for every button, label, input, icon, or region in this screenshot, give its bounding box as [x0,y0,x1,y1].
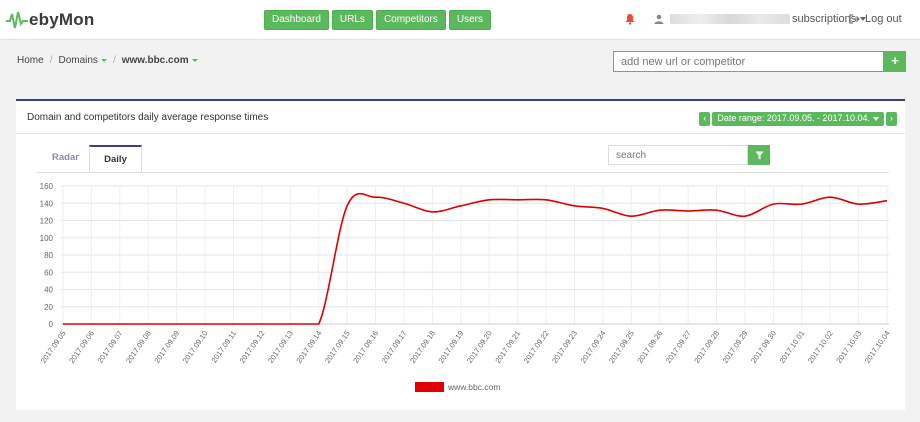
x-tick-label: 2017.09.27 [664,329,693,365]
x-tick-label: 2017.09.18 [408,329,437,365]
x-tick-label: 2017.09.10 [181,329,210,365]
breadcrumb-home[interactable]: Home [17,55,44,66]
y-tick-label: 20 [44,303,53,312]
main-nav: Dashboard URLs Competitors Users [264,10,491,30]
date-range-dropdown[interactable]: Date range: 2017.09.05. - 2017.10.04. [712,112,884,126]
add-url-input[interactable] [613,51,884,72]
date-range-label: Date range: 2017.09.05. - 2017.10.04. [717,113,870,123]
y-tick-label: 160 [40,182,54,191]
date-range-control: ‹ Date range: 2017.09.05. - 2017.10.04. … [699,112,897,126]
breadcrumb-separator: / [49,55,53,66]
x-tick-label: 2017.09.24 [579,329,608,365]
x-tick-label: 2017.09.07 [96,329,125,365]
x-tick-label: 2017.09.30 [749,329,778,365]
filter-button[interactable] [748,145,770,165]
x-tick-label: 2017.09.28 [692,329,721,365]
search-input[interactable] [608,145,748,165]
breadcrumb: Home / Domains / www.bbc.com [17,55,198,66]
x-tick-label: 2017.09.06 [67,329,96,365]
user-icon [654,14,664,24]
y-tick-label: 80 [44,251,53,260]
top-navbar: ebyMon Dashboard URLs Competitors Users … [0,0,920,40]
panel-title: Domain and competitors daily average res… [27,112,269,123]
heartbeat-logo-icon [6,11,28,29]
user-email-redacted [670,14,790,24]
logout-link[interactable]: Log out [849,13,902,25]
breadcrumb-domains-label: Domains [58,55,98,66]
x-tick-label: 2017.10.04 [863,329,892,365]
y-tick-label: 140 [40,199,54,208]
chevron-down-icon [100,58,107,62]
x-tick-label: 2017.10.03 [834,329,863,365]
x-tick-label: 2017.09.16 [351,329,380,365]
legend-label: www.bbc.com [448,382,501,392]
nav-dashboard-button[interactable]: Dashboard [264,10,329,30]
x-tick-label: 2017.09.22 [522,329,551,365]
panel-header: Domain and competitors daily average res… [16,101,905,134]
add-url-button[interactable]: + [884,51,906,72]
breadcrumb-current[interactable]: www.bbc.com [122,55,198,66]
x-tick-label: 2017.09.13 [266,329,295,365]
x-tick-label: 2017.09.08 [124,329,153,365]
logo[interactable]: ebyMon [6,8,94,32]
x-tick-label: 2017.09.21 [493,329,522,365]
x-tick-label: 2017.09.12 [238,329,267,365]
tabs-divider [36,172,889,173]
x-tick-label: 2017.09.14 [294,329,323,365]
logout-icon [849,14,860,24]
x-tick-label: 2017.09.19 [437,329,466,365]
user-menu-label: subscriptions [792,13,857,25]
x-tick-label: 2017.10.01 [777,329,806,365]
x-tick-label: 2017.09.05 [39,329,68,365]
y-tick-label: 0 [49,320,54,329]
y-tick-label: 120 [40,217,54,226]
series-line-www-bbc-com [62,192,888,325]
y-tick-label: 100 [40,234,54,243]
chart-legend[interactable]: www.bbc.com [415,382,500,392]
x-tick-label: 2017.09.09 [152,329,181,365]
response-times-panel: Domain and competitors daily average res… [16,99,905,410]
logo-text: ebyMon [29,10,95,29]
legend-swatch [415,382,444,392]
breadcrumb-current-label: www.bbc.com [121,55,189,66]
x-tick-label: 2017.09.15 [323,329,352,365]
chart-tabs: Radar Daily [42,145,142,172]
x-tick-label: 2017.09.26 [635,329,664,365]
nav-urls-button[interactable]: URLs [331,10,373,30]
x-tick-label: 2017.09.29 [721,329,750,365]
filter-icon [755,151,763,159]
chevron-down-icon [873,116,879,121]
x-tick-label: 2017.09.23 [550,329,579,365]
x-tick-label: 2017.09.17 [380,329,409,365]
y-tick-label: 60 [44,268,53,277]
x-tick-label: 2017.09.25 [607,329,636,365]
user-menu[interactable]: subscriptions [654,13,867,25]
tab-radar[interactable]: Radar [52,152,79,163]
nav-competitors-button[interactable]: Competitors [375,10,446,30]
x-tick-label: 2017.09.11 [210,329,239,364]
chevron-down-icon [191,58,198,62]
logout-label: Log out [865,13,902,25]
x-tick-label: 2017.09.20 [465,329,494,365]
date-prev-button[interactable]: ‹ [699,112,711,126]
breadcrumb-separator: / [112,55,116,66]
date-next-button[interactable]: › [886,112,897,126]
breadcrumb-domains[interactable]: Domains [58,55,107,66]
tab-daily[interactable]: Daily [89,145,142,172]
nav-users-button[interactable]: Users [448,10,491,30]
bell-icon[interactable] [624,13,636,25]
x-tick-label: 2017.10.02 [806,329,835,365]
y-tick-label: 40 [44,286,53,295]
chevron-down-icon [860,17,867,21]
